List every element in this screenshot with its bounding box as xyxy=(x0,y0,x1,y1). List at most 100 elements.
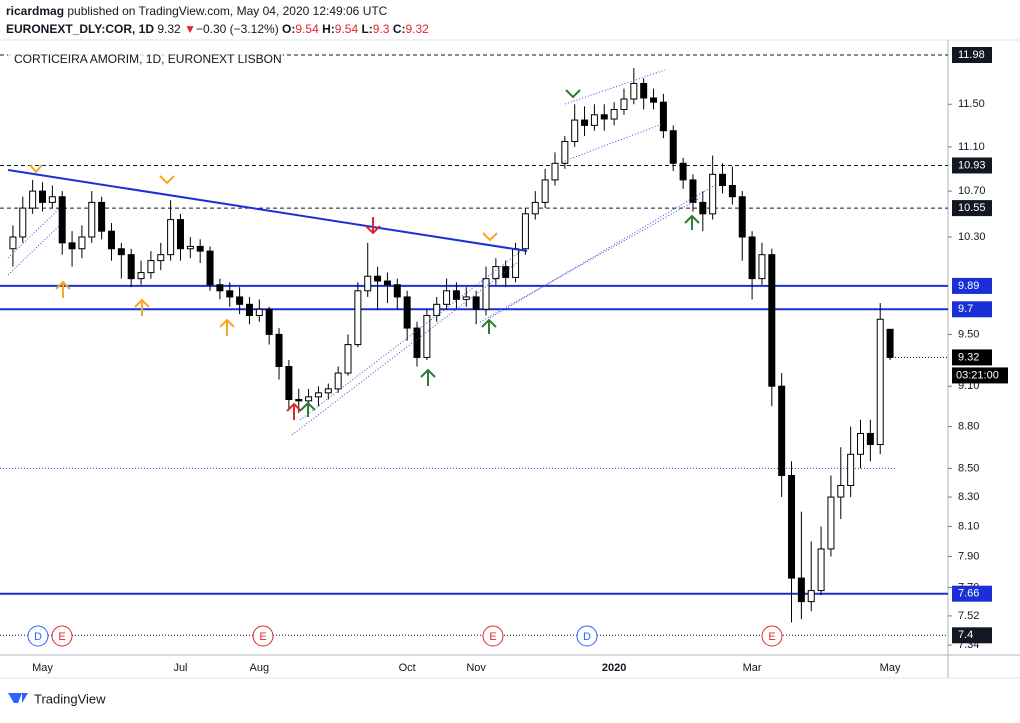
level-label-bg xyxy=(952,157,992,174)
y-tick-label: 8.50 xyxy=(958,462,979,474)
candle-body xyxy=(413,327,421,358)
level-label-bg xyxy=(952,46,992,63)
candle-body xyxy=(630,82,638,100)
x-tick-label: May xyxy=(880,662,901,674)
y-tick-label: 7.52 xyxy=(958,610,979,622)
y-tick-label: 7.90 xyxy=(958,550,979,562)
event-label: E xyxy=(58,631,65,643)
candle-body xyxy=(561,140,569,164)
event-badge xyxy=(51,625,73,647)
level-label-bg xyxy=(952,200,992,217)
channel-line xyxy=(7,207,61,259)
candle-body xyxy=(98,201,106,232)
candle-body xyxy=(728,184,736,198)
candle-body xyxy=(531,201,539,215)
up-arrows-orange xyxy=(55,280,235,336)
candle-body xyxy=(797,577,805,603)
header-line: ricardmag published on TradingView.com, … xyxy=(6,4,388,18)
candle-body xyxy=(324,388,332,394)
o-label: O: xyxy=(282,22,295,36)
candle-body xyxy=(38,190,46,203)
candle-body xyxy=(226,290,234,298)
event-badge xyxy=(761,625,783,647)
event-label: E xyxy=(489,631,496,643)
down-arrow: ▼ xyxy=(184,22,196,36)
candle-body xyxy=(78,236,86,250)
candle-body xyxy=(669,130,677,164)
x-tick-label: 2020 xyxy=(602,662,626,674)
candle-body xyxy=(689,179,697,203)
level-label-bg xyxy=(952,301,992,318)
down-arrows-orange xyxy=(29,164,498,242)
c-value: 9.32 xyxy=(406,22,430,36)
candle-body xyxy=(216,284,224,292)
candle-body xyxy=(157,254,165,262)
candle-body xyxy=(590,114,598,126)
candle-body xyxy=(620,98,628,110)
event-label: D xyxy=(34,631,42,643)
channel-line xyxy=(291,261,519,436)
level-label-bg xyxy=(952,585,992,602)
candle-body xyxy=(837,484,845,498)
candle-body xyxy=(827,496,835,550)
candle-body xyxy=(167,219,175,256)
candle-body xyxy=(817,548,825,592)
level-label: 10.93 xyxy=(958,159,986,171)
candle-body xyxy=(551,162,559,181)
candle-body xyxy=(265,308,273,335)
candle-body xyxy=(48,196,56,203)
candle-body xyxy=(314,392,322,398)
candle-body xyxy=(88,201,96,238)
candle-body xyxy=(541,179,549,203)
candle-body xyxy=(383,280,391,286)
change: −0.30 (−3.12%) xyxy=(196,22,279,36)
candle-body xyxy=(295,399,303,402)
event-label: E xyxy=(259,631,266,643)
event-label: E xyxy=(768,631,775,643)
y-tick-label: 11.50 xyxy=(958,98,985,110)
candle-body xyxy=(659,101,667,132)
candle-body xyxy=(758,254,766,280)
candle-body xyxy=(866,432,874,446)
candle-body xyxy=(492,266,500,280)
last-price-bg xyxy=(952,349,992,366)
h-label: H: xyxy=(322,22,335,36)
candle-body xyxy=(679,162,687,181)
candle-body xyxy=(443,290,451,305)
candle-body xyxy=(857,432,865,455)
candle-body xyxy=(344,344,352,374)
drawings xyxy=(7,69,716,436)
y-tick-label: 8.80 xyxy=(958,420,979,432)
x-tick-label: Aug xyxy=(250,662,270,674)
logo-icon xyxy=(8,693,28,703)
candle-body xyxy=(117,248,125,256)
h-value: 9.54 xyxy=(335,22,359,36)
level-label: 7.66 xyxy=(958,588,979,600)
candle-body xyxy=(176,219,184,250)
c-label: C: xyxy=(393,22,406,36)
candle-body xyxy=(107,230,115,250)
candle-body xyxy=(472,296,480,310)
candle-body xyxy=(512,248,520,278)
level-label: 9.89 xyxy=(958,280,979,292)
y-tick-label: 10.30 xyxy=(958,231,986,243)
candle-body xyxy=(334,372,342,390)
x-tick-label: Jul xyxy=(173,662,187,674)
level-label: 11.98 xyxy=(958,49,985,61)
candle-body xyxy=(778,385,786,476)
trend-line xyxy=(7,169,528,252)
candle-body xyxy=(699,201,707,215)
candle-body xyxy=(245,303,253,317)
candle-body xyxy=(738,196,746,238)
candle-body xyxy=(581,119,589,126)
candle-body xyxy=(847,453,855,486)
level-label-bg xyxy=(952,627,992,644)
candle-body xyxy=(748,236,756,280)
candle-body xyxy=(206,250,214,286)
legend-bg xyxy=(8,50,283,68)
l-value: 9.3 xyxy=(373,22,390,36)
candle-body xyxy=(68,242,76,250)
candle-body xyxy=(196,245,204,252)
candle-body xyxy=(305,396,313,402)
